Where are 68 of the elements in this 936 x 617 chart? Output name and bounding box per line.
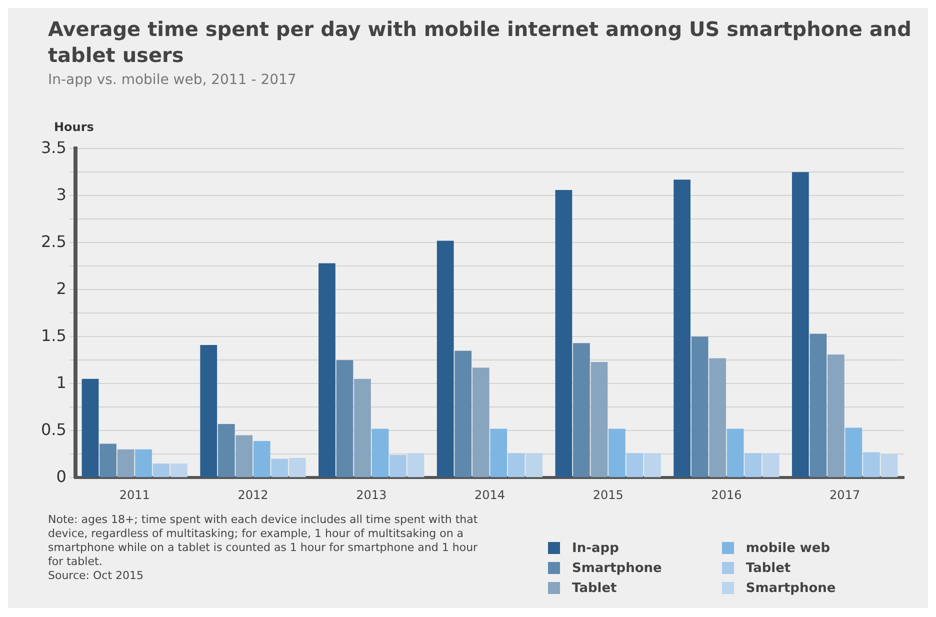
bar xyxy=(82,378,99,478)
chart-title: Average time spent per day with mobile internet among US smartphone and tablet users xyxy=(48,16,912,68)
bar xyxy=(762,453,780,478)
bar xyxy=(135,449,152,478)
y-tick-label: 3 xyxy=(56,184,66,204)
x-tick-label: 2015 xyxy=(592,488,624,502)
y-tick-label: 1 xyxy=(56,372,66,392)
y-tick-label: 2 xyxy=(56,278,66,298)
bar xyxy=(407,453,424,478)
bar xyxy=(152,464,170,478)
bar xyxy=(271,458,288,478)
bar xyxy=(626,453,644,478)
bar xyxy=(863,452,880,478)
y-tick-label: 0 xyxy=(56,466,66,486)
bar xyxy=(436,240,454,478)
x-tick-label: 2017 xyxy=(830,488,860,502)
bar xyxy=(608,428,626,478)
x-tick-label: 2011 xyxy=(119,488,150,502)
legend-label: mobile web xyxy=(746,540,830,556)
x-tick-label: 2016 xyxy=(711,488,742,502)
bar xyxy=(318,263,336,478)
bar xyxy=(674,180,690,478)
bar xyxy=(726,428,744,478)
bar xyxy=(691,336,708,478)
bar xyxy=(810,334,827,478)
y-tick-label: 2.5 xyxy=(40,232,66,251)
bar xyxy=(845,428,862,478)
y-tick-label: 1.5 xyxy=(40,326,66,345)
bar xyxy=(288,458,306,478)
legend-label: In-app xyxy=(572,540,619,556)
bar xyxy=(236,435,253,478)
bar xyxy=(100,444,116,478)
bar xyxy=(709,358,726,478)
legend-label: Smartphone xyxy=(572,560,662,576)
bar xyxy=(336,360,354,478)
y-tick-label: 3.5 xyxy=(40,138,66,157)
bar xyxy=(490,428,508,478)
bar xyxy=(390,455,406,478)
bar xyxy=(573,343,590,478)
legend-label: Smartphone xyxy=(746,580,836,596)
bar xyxy=(555,190,572,478)
chart-subtitle: In-app vs. mobile web, 2011 - 2017 xyxy=(48,72,298,88)
bar xyxy=(880,454,898,478)
bar xyxy=(590,362,608,478)
legend-label: Tablet xyxy=(746,560,791,576)
source-note: Source: Oct 2015 xyxy=(48,569,144,583)
bar xyxy=(200,345,218,478)
x-tick-label: 2013 xyxy=(356,488,387,502)
x-tick-label: 2014 xyxy=(474,488,505,502)
y-axis-title: Hours xyxy=(54,120,94,134)
bar xyxy=(372,428,389,478)
bar xyxy=(170,464,188,478)
bar xyxy=(744,453,762,478)
bar xyxy=(828,354,844,478)
bar xyxy=(526,453,543,478)
text: Note: ages 18+; time spent with each device includes all time spent with that device, regardless of multitasking; for example, 1 hour of multitsaking on a smartphone while on a tablet is counted as 1 hour for smartphone and 1 hour for tablet. xyxy=(48,513,479,569)
bar xyxy=(354,378,371,478)
bar xyxy=(253,440,270,478)
bar xyxy=(117,449,134,478)
bar xyxy=(792,172,809,478)
bar xyxy=(644,453,661,478)
bar xyxy=(218,424,235,478)
y-tick-label: 0.5 xyxy=(40,420,66,439)
bar xyxy=(508,453,525,478)
bar xyxy=(454,350,472,478)
legend-label: Tablet xyxy=(572,580,617,596)
x-tick-label: 2012 xyxy=(238,488,268,502)
bar xyxy=(472,368,490,478)
